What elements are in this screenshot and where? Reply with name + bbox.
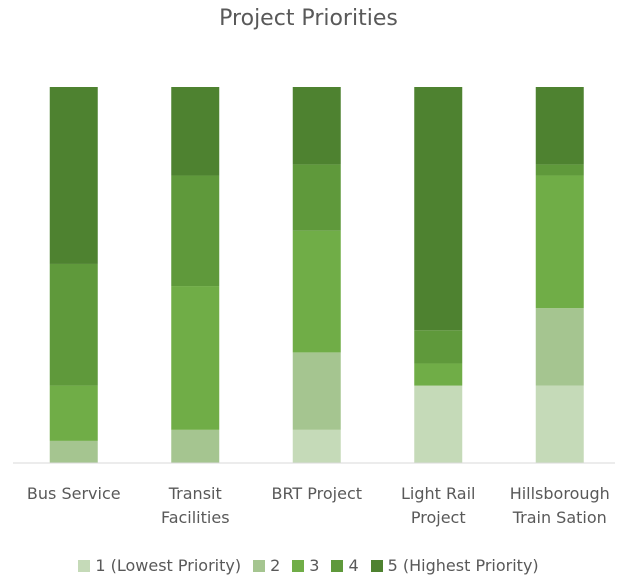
x-tick-label: Bus Service	[26, 484, 121, 503]
bar-segment	[414, 385, 463, 463]
legend-label: 3	[309, 556, 320, 575]
legend: 1 (Lowest Priority) 2 3 4 5 (Highest Priorit…	[0, 556, 617, 575]
legend-label: 4	[348, 556, 359, 575]
bar-segment	[49, 87, 98, 264]
bar-segment	[49, 385, 98, 441]
x-tick-label: Light Rail Project	[401, 484, 476, 527]
legend-item: 3	[292, 556, 319, 575]
legend-item: 4	[331, 556, 359, 575]
bar-segment	[292, 230, 341, 353]
bar-segment	[535, 308, 584, 386]
bar-segment	[292, 87, 341, 165]
bar-segment	[535, 175, 584, 309]
bar-segment	[171, 429, 220, 463]
bar-segment	[414, 363, 463, 386]
legend-swatch	[331, 559, 344, 572]
legend-swatch	[370, 559, 383, 572]
x-tick-label: Hillsborough Train Sation	[509, 484, 610, 527]
bar-segment	[171, 286, 220, 430]
bar-segment	[171, 175, 220, 287]
legend-item: 2	[253, 556, 280, 575]
legend-swatch	[78, 559, 91, 572]
bar-segment	[535, 87, 584, 165]
legend-label: 2	[270, 556, 281, 575]
bar-segment	[535, 385, 584, 463]
legend-label: 5 (Highest Priority)	[387, 556, 539, 575]
x-tick-label: BRT Project	[271, 484, 363, 503]
bar-segment	[49, 263, 98, 386]
bar-segment	[414, 87, 463, 331]
bar-segment	[535, 164, 584, 176]
legend-swatch	[253, 559, 266, 572]
legend-swatch	[292, 559, 305, 572]
bar-segment	[292, 429, 341, 463]
bar-segment	[292, 164, 341, 231]
bar-segment	[292, 352, 341, 430]
legend-label: 1 (Lowest Priority)	[95, 556, 242, 575]
legend-item: 1 (Lowest Priority)	[78, 556, 241, 575]
bar-segment	[49, 440, 98, 463]
legend-item: 5 (Highest Priority)	[370, 556, 539, 575]
bar-segment	[414, 330, 463, 364]
chart-title: Project Priorities	[219, 6, 398, 31]
bar-segment	[171, 87, 220, 176]
x-tick-label: Transit Facilities	[160, 484, 230, 527]
